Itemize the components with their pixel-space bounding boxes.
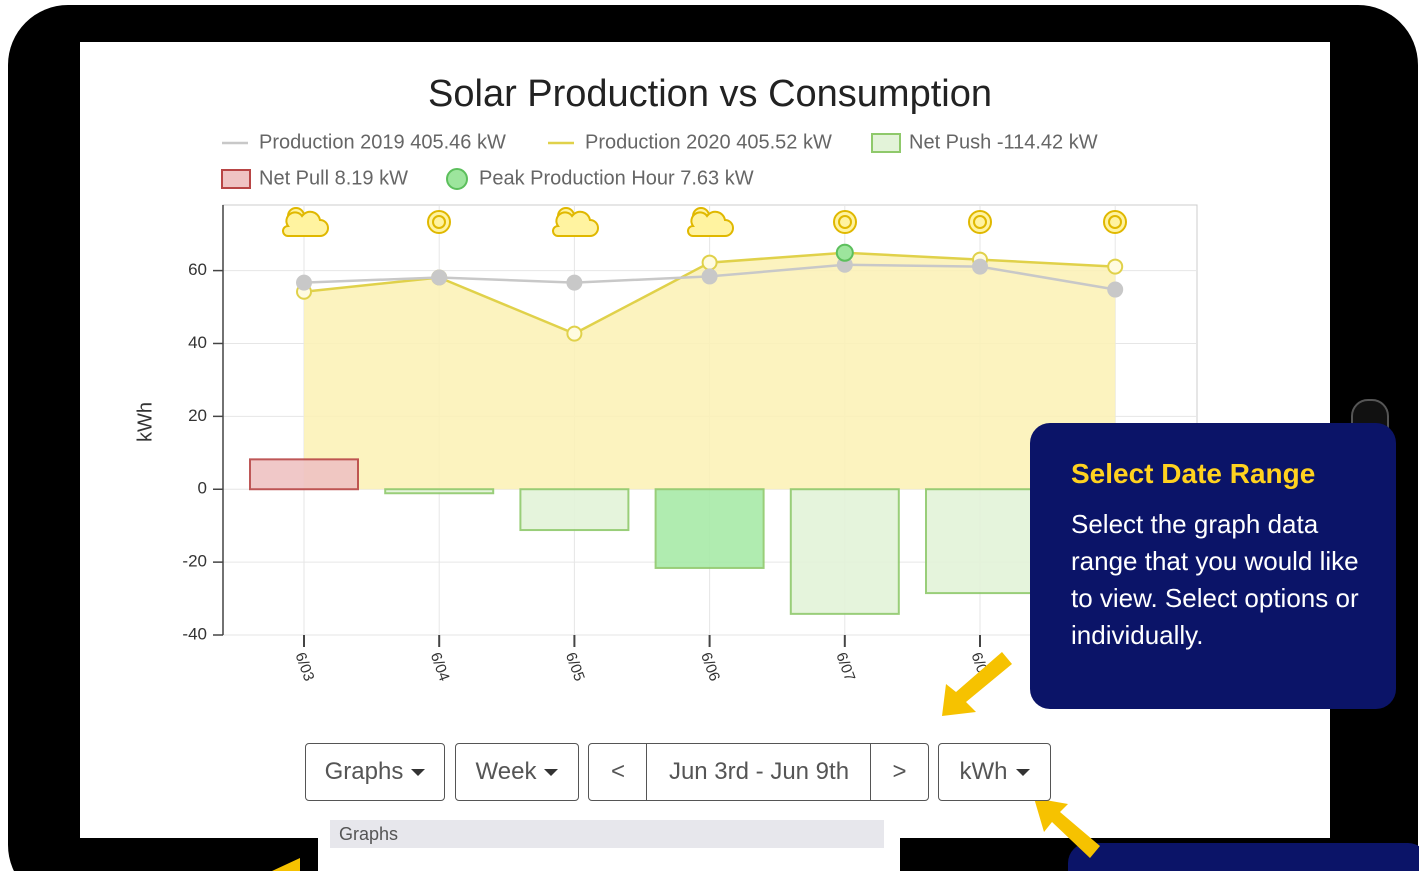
button-label: Week — [475, 758, 537, 785]
button-label: Jun 3rd - Jun 9th — [668, 758, 850, 785]
point — [701, 268, 718, 285]
point — [431, 269, 448, 286]
point — [566, 274, 583, 291]
area — [304, 252, 1116, 490]
y-axis-label: kWh — [134, 402, 156, 442]
y-tick-label: 0 — [198, 479, 207, 498]
legend-label: Net Push -114.42 kW — [909, 131, 1098, 153]
bar — [519, 488, 630, 532]
button-label: > — [892, 758, 907, 785]
point — [972, 258, 988, 275]
legend-swatch — [221, 169, 251, 189]
point — [701, 254, 718, 271]
graphs-button[interactable]: Graphs — [305, 743, 445, 801]
y-tick-label: 40 — [188, 333, 207, 352]
legend-label: Peak Production Hour 7.63 kW — [479, 167, 754, 189]
y-tick-label: -40 — [182, 624, 207, 643]
arrow — [942, 652, 1012, 716]
legend-swatch — [446, 168, 468, 190]
tooltip-title: Select Date Range — [1071, 458, 1316, 489]
point — [296, 274, 312, 291]
bar — [249, 458, 359, 491]
button-label: kWh — [959, 758, 1008, 785]
legend-label: Production 2019 405.46 kW — [259, 131, 506, 153]
bar — [789, 488, 900, 615]
next-button[interactable]: > — [870, 743, 929, 801]
bar — [654, 488, 765, 569]
unit-button[interactable]: kWh — [938, 743, 1051, 801]
icon-sun — [1103, 210, 1127, 234]
y-tick-label: -20 — [182, 552, 207, 571]
tooltip-body: Select the graph data range that you wou… — [1071, 509, 1359, 650]
y-tick-label: 60 — [188, 260, 207, 279]
legend-label: Net Pull 8.19 kW — [259, 167, 408, 189]
tooltip-box — [1030, 423, 1396, 709]
point — [566, 325, 583, 342]
dropdown-header-bg — [330, 820, 884, 848]
dropdown-header: Graphs — [339, 824, 398, 844]
prev-button[interactable]: < — [588, 743, 648, 801]
peak-point — [835, 243, 854, 262]
point — [1107, 281, 1124, 298]
icon-sun — [833, 210, 857, 234]
button-label: Graphs — [324, 758, 404, 785]
bar — [925, 488, 1035, 595]
date-range[interactable]: Jun 3rd - Jun 9th — [646, 743, 872, 801]
period-button[interactable]: Week — [455, 743, 579, 801]
icon-sun — [427, 210, 451, 234]
weather-icons — [282, 207, 1127, 237]
icon-cloudy-sun — [282, 207, 329, 237]
tooltip-box — [1068, 843, 1419, 871]
legend-swatch — [871, 133, 901, 153]
chart-title: Solar Production vs Consumption — [428, 73, 992, 115]
button-label: < — [610, 758, 625, 785]
arrow — [1034, 798, 1100, 858]
arrow — [272, 858, 300, 871]
icon-cloudy-sun — [552, 207, 599, 237]
legend-label: Production 2020 405.52 kW — [585, 131, 832, 153]
point — [1107, 258, 1124, 275]
tooltip: Select Date Range Select the graph data … — [1071, 458, 1371, 654]
icon-sun — [968, 210, 992, 234]
y-tick-label: 20 — [188, 406, 207, 425]
bar — [384, 488, 495, 495]
icon-cloudy-sun — [687, 207, 734, 237]
